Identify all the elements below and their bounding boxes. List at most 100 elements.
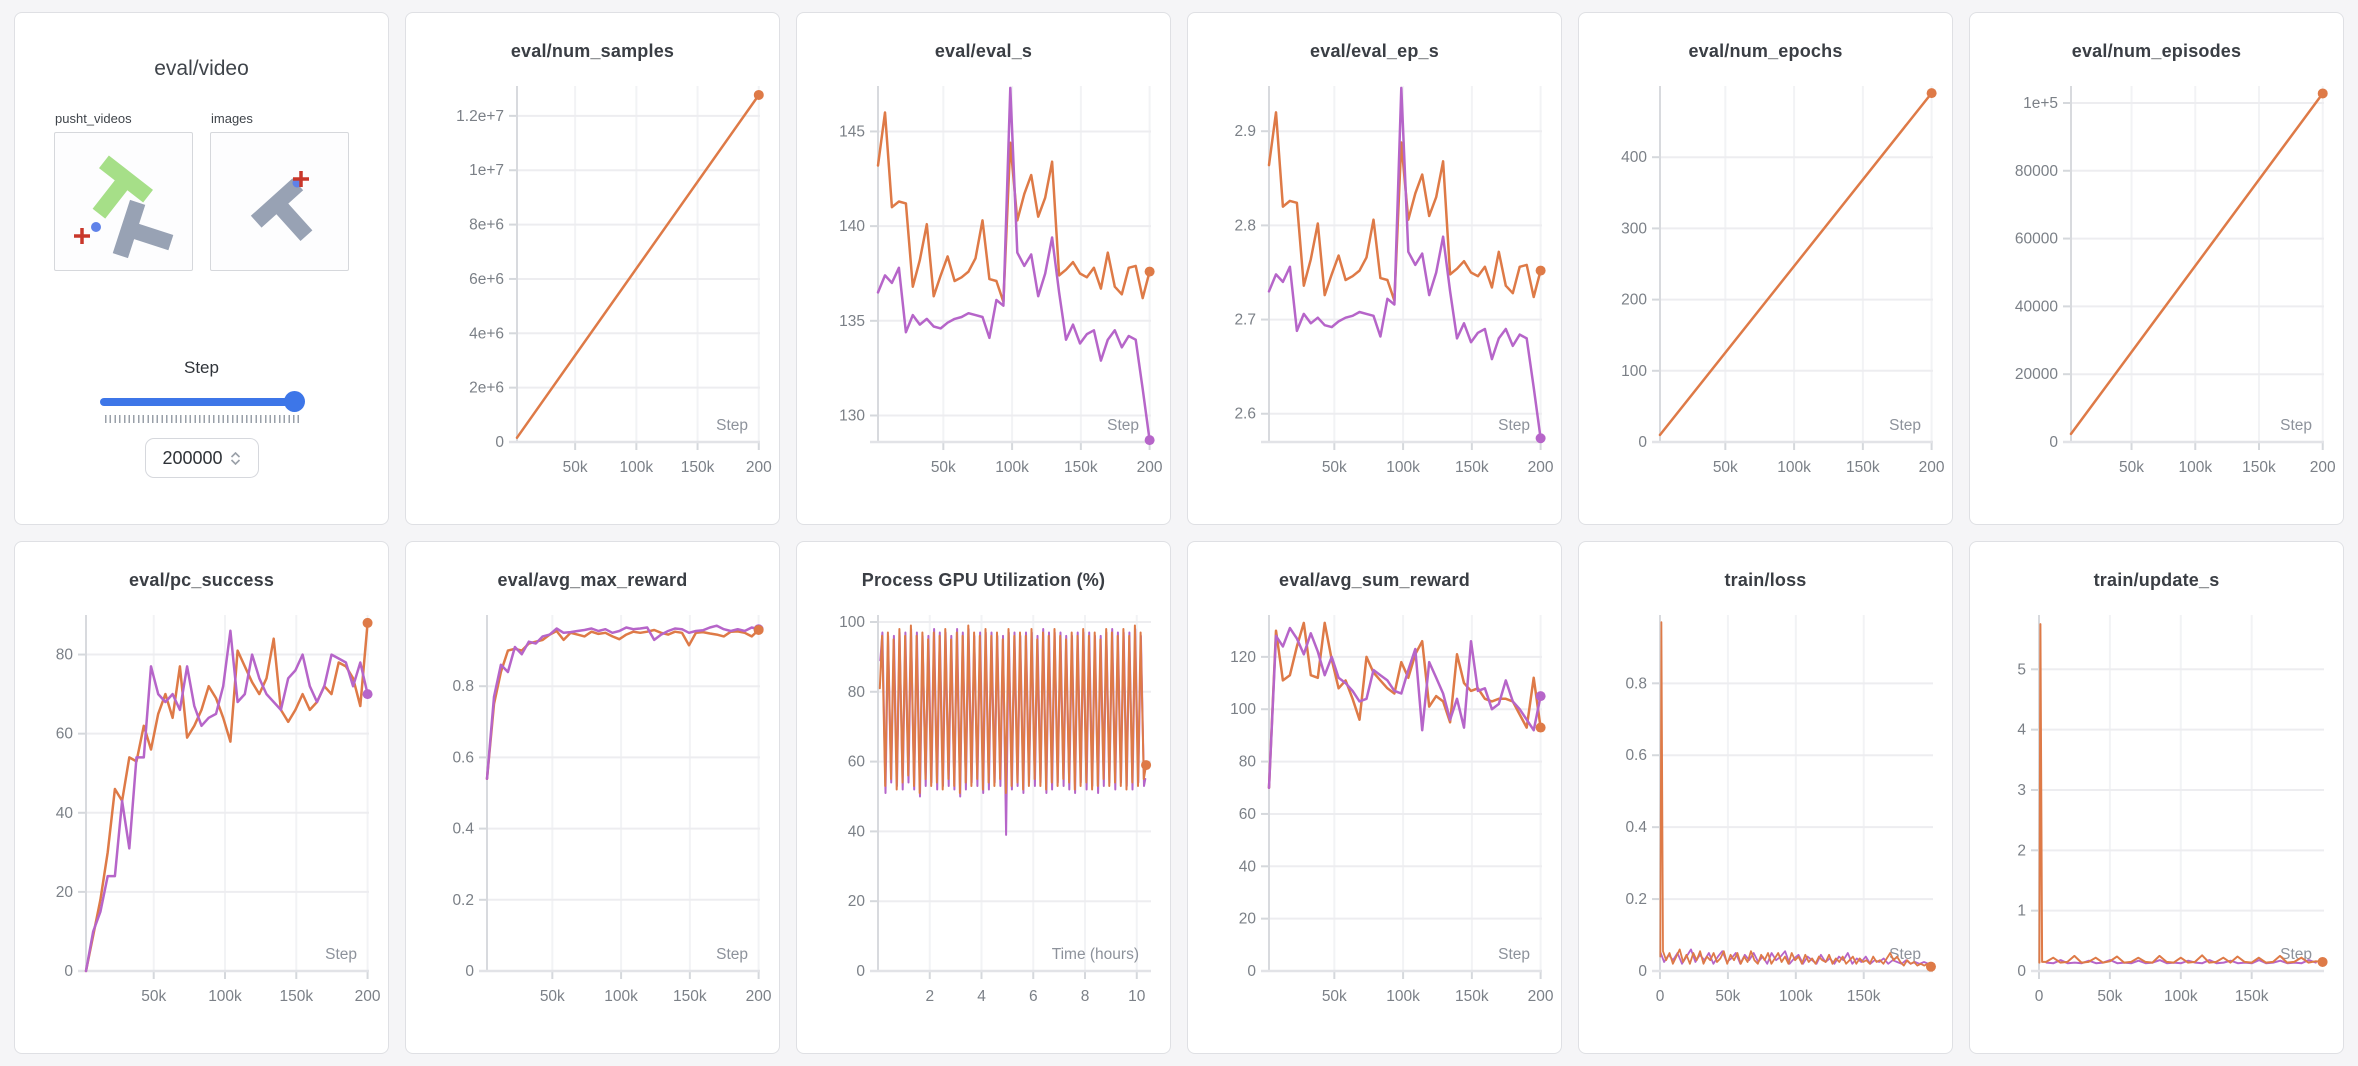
panel-eval-eval-ep-s[interactable]: eval/eval_ep_s 50k 100k 150k 200 2.6 2.7 2.8 2.… [1187, 12, 1562, 525]
chart-title: Process GPU Utilization (%) [861, 570, 1106, 590]
svg-text:Step: Step [325, 946, 357, 963]
svg-text:1.2e+7: 1.2e+7 [456, 108, 504, 125]
chart-title: eval/num_epochs [1688, 41, 1843, 61]
step-slider-label: Step [184, 358, 219, 377]
svg-text:8: 8 [1081, 988, 1090, 1005]
svg-text:80000: 80000 [2015, 163, 2058, 180]
panel-eval-num-samples[interactable]: eval/num_samples 50k 100k 150k 200 0 2e+6 4e+6… [405, 12, 780, 525]
svg-text:40: 40 [56, 805, 74, 822]
chart-eval-eval-ep-s[interactable]: 50k 100k 150k 200 2.6 2.7 2.8 2.9 Step [1193, 64, 1556, 496]
svg-text:100k: 100k [1386, 459, 1420, 476]
step-slider-track[interactable] [99, 398, 304, 406]
chart-eval-avg-max-reward[interactable]: 50k 100k 150k 200 0 0.2 0.4 0.6 0.8 Step [411, 593, 774, 1025]
svg-text:60000: 60000 [2015, 231, 2058, 248]
svg-text:0.2: 0.2 [452, 892, 474, 909]
chart-eval-eval-s[interactable]: 50k 100k 150k 200 130 135 140 145 Step [802, 64, 1165, 496]
svg-text:0: 0 [2035, 988, 2044, 1005]
svg-text:Step: Step [1889, 417, 1921, 434]
panel-process-gpu-utilization[interactable]: Process GPU Utilization (%) 2 4 6 8 10 0 20 40 6… [796, 541, 1171, 1054]
media-thumbnails: pusht_videos images [15, 111, 388, 276]
svg-text:150k: 150k [1455, 988, 1489, 1005]
panel-eval-video: eval/video pusht_videos images [14, 12, 389, 525]
panel-eval-pc-success[interactable]: eval/pc_success 50k 100k 150k 200 0 20 40 60 80 S… [14, 541, 389, 1054]
svg-text:50k: 50k [1715, 988, 1740, 1005]
svg-text:50k: 50k [931, 459, 956, 476]
svg-text:4: 4 [2017, 722, 2026, 739]
chart-eval-avg-sum-reward[interactable]: 50k 100k 150k 200 0 20 40 60 80 100 120 Step [1193, 593, 1556, 1025]
svg-text:20: 20 [56, 884, 74, 901]
svg-text:0.6: 0.6 [1625, 747, 1647, 764]
panel-eval-num-episodes[interactable]: eval/num_episodes 50k 100k 150k 200 0 20000 40… [1969, 12, 2344, 525]
svg-text:150k: 150k [2235, 988, 2269, 1005]
svg-text:6: 6 [1029, 988, 1038, 1005]
svg-text:200: 200 [1528, 988, 1554, 1005]
panel-eval-avg-max-reward[interactable]: eval/avg_max_reward 50k 100k 150k 200 0 0.2 0.… [405, 541, 780, 1054]
panel-eval-num-epochs[interactable]: eval/num_epochs 50k 100k 150k 200 0 100 200 300… [1578, 12, 1953, 525]
svg-text:3: 3 [2017, 782, 2026, 799]
svg-text:0: 0 [856, 963, 865, 980]
svg-text:0: 0 [465, 963, 474, 980]
svg-text:200: 200 [746, 459, 772, 476]
svg-text:0.6: 0.6 [452, 749, 474, 766]
svg-text:2.7: 2.7 [1234, 312, 1256, 329]
chart-train-loss[interactable]: 0 50k 100k 150k 0 0.2 0.4 0.6 0.8 Step [1584, 593, 1947, 1025]
svg-text:6e+6: 6e+6 [469, 271, 504, 288]
chart-title: train/update_s [2093, 570, 2220, 590]
chart-eval-num-episodes[interactable]: 50k 100k 150k 200 0 20000 40000 60000 80000 1e+5 S… [1975, 64, 2338, 496]
svg-text:135: 135 [839, 313, 865, 330]
svg-text:4e+6: 4e+6 [469, 325, 504, 342]
panel-train-loss[interactable]: train/loss 0 50k 100k 150k 0 0.2 0.4 0.6 0.8 Step [1578, 541, 1953, 1054]
goal-cross-icon [293, 171, 309, 187]
svg-text:150k: 150k [1064, 459, 1098, 476]
svg-text:200: 200 [355, 988, 381, 1005]
media-item-images: images [210, 111, 349, 276]
pusht-image-thumbnail[interactable] [210, 132, 349, 271]
svg-text:2: 2 [925, 988, 934, 1005]
step-stepper[interactable] [230, 451, 241, 465]
panel-train-update-s[interactable]: train/update_s 0 50k 100k 150k 0 1 2 3 4 5 Step [1969, 541, 2344, 1054]
svg-text:50k: 50k [1322, 459, 1347, 476]
step-slider[interactable] [99, 391, 305, 412]
svg-text:Step: Step [1498, 417, 1530, 434]
svg-text:2: 2 [2017, 842, 2026, 859]
svg-text:1e+7: 1e+7 [469, 162, 504, 179]
chevron-up-icon[interactable] [230, 451, 241, 458]
step-slider-thumb[interactable] [283, 391, 305, 412]
svg-text:0: 0 [2049, 434, 2058, 451]
svg-text:100k: 100k [995, 459, 1029, 476]
svg-text:1e+5: 1e+5 [2023, 95, 2058, 112]
svg-text:150k: 150k [673, 988, 707, 1005]
svg-text:100k: 100k [2164, 988, 2198, 1005]
chart-eval-pc-success[interactable]: 50k 100k 150k 200 0 20 40 60 80 Step [20, 593, 383, 1025]
svg-text:20: 20 [1239, 911, 1257, 928]
svg-text:0: 0 [1638, 434, 1647, 451]
svg-text:200: 200 [1137, 459, 1163, 476]
svg-text:0: 0 [1638, 963, 1647, 980]
svg-text:2.8: 2.8 [1234, 217, 1256, 234]
svg-text:100k: 100k [604, 988, 638, 1005]
goal-cross-icon [74, 228, 90, 244]
chevron-down-icon[interactable] [230, 458, 241, 465]
chart-eval-num-epochs[interactable]: 50k 100k 150k 200 0 100 200 300 400 Step [1584, 64, 1947, 496]
svg-text:300: 300 [1621, 220, 1647, 237]
svg-text:Time (hours): Time (hours) [1052, 946, 1139, 963]
svg-text:40: 40 [848, 823, 866, 840]
media-item-label: pusht_videos [55, 111, 132, 126]
pusht-video-thumbnail[interactable] [54, 132, 193, 271]
svg-text:100: 100 [1621, 363, 1647, 380]
svg-text:20000: 20000 [2015, 366, 2058, 383]
svg-text:2.6: 2.6 [1234, 406, 1256, 423]
svg-text:50k: 50k [1322, 988, 1347, 1005]
chart-eval-num-samples[interactable]: 50k 100k 150k 200 0 2e+6 4e+6 6e+6 8e+6 1e+7 1.2e+… [411, 64, 774, 496]
step-value-input[interactable]: 200000 [144, 438, 259, 478]
svg-text:100k: 100k [620, 459, 654, 476]
panel-eval-eval-s[interactable]: eval/eval_s 50k 100k 150k 200 130 135 140 145 St… [796, 12, 1171, 525]
svg-text:5: 5 [2017, 661, 2026, 678]
chart-title: eval/num_episodes [2071, 41, 2242, 61]
svg-text:0.4: 0.4 [1625, 819, 1647, 836]
panel-eval-avg-sum-reward[interactable]: eval/avg_sum_reward 50k 100k 150k 200 0 20 40 6… [1187, 541, 1562, 1054]
svg-text:2e+6: 2e+6 [469, 380, 504, 397]
